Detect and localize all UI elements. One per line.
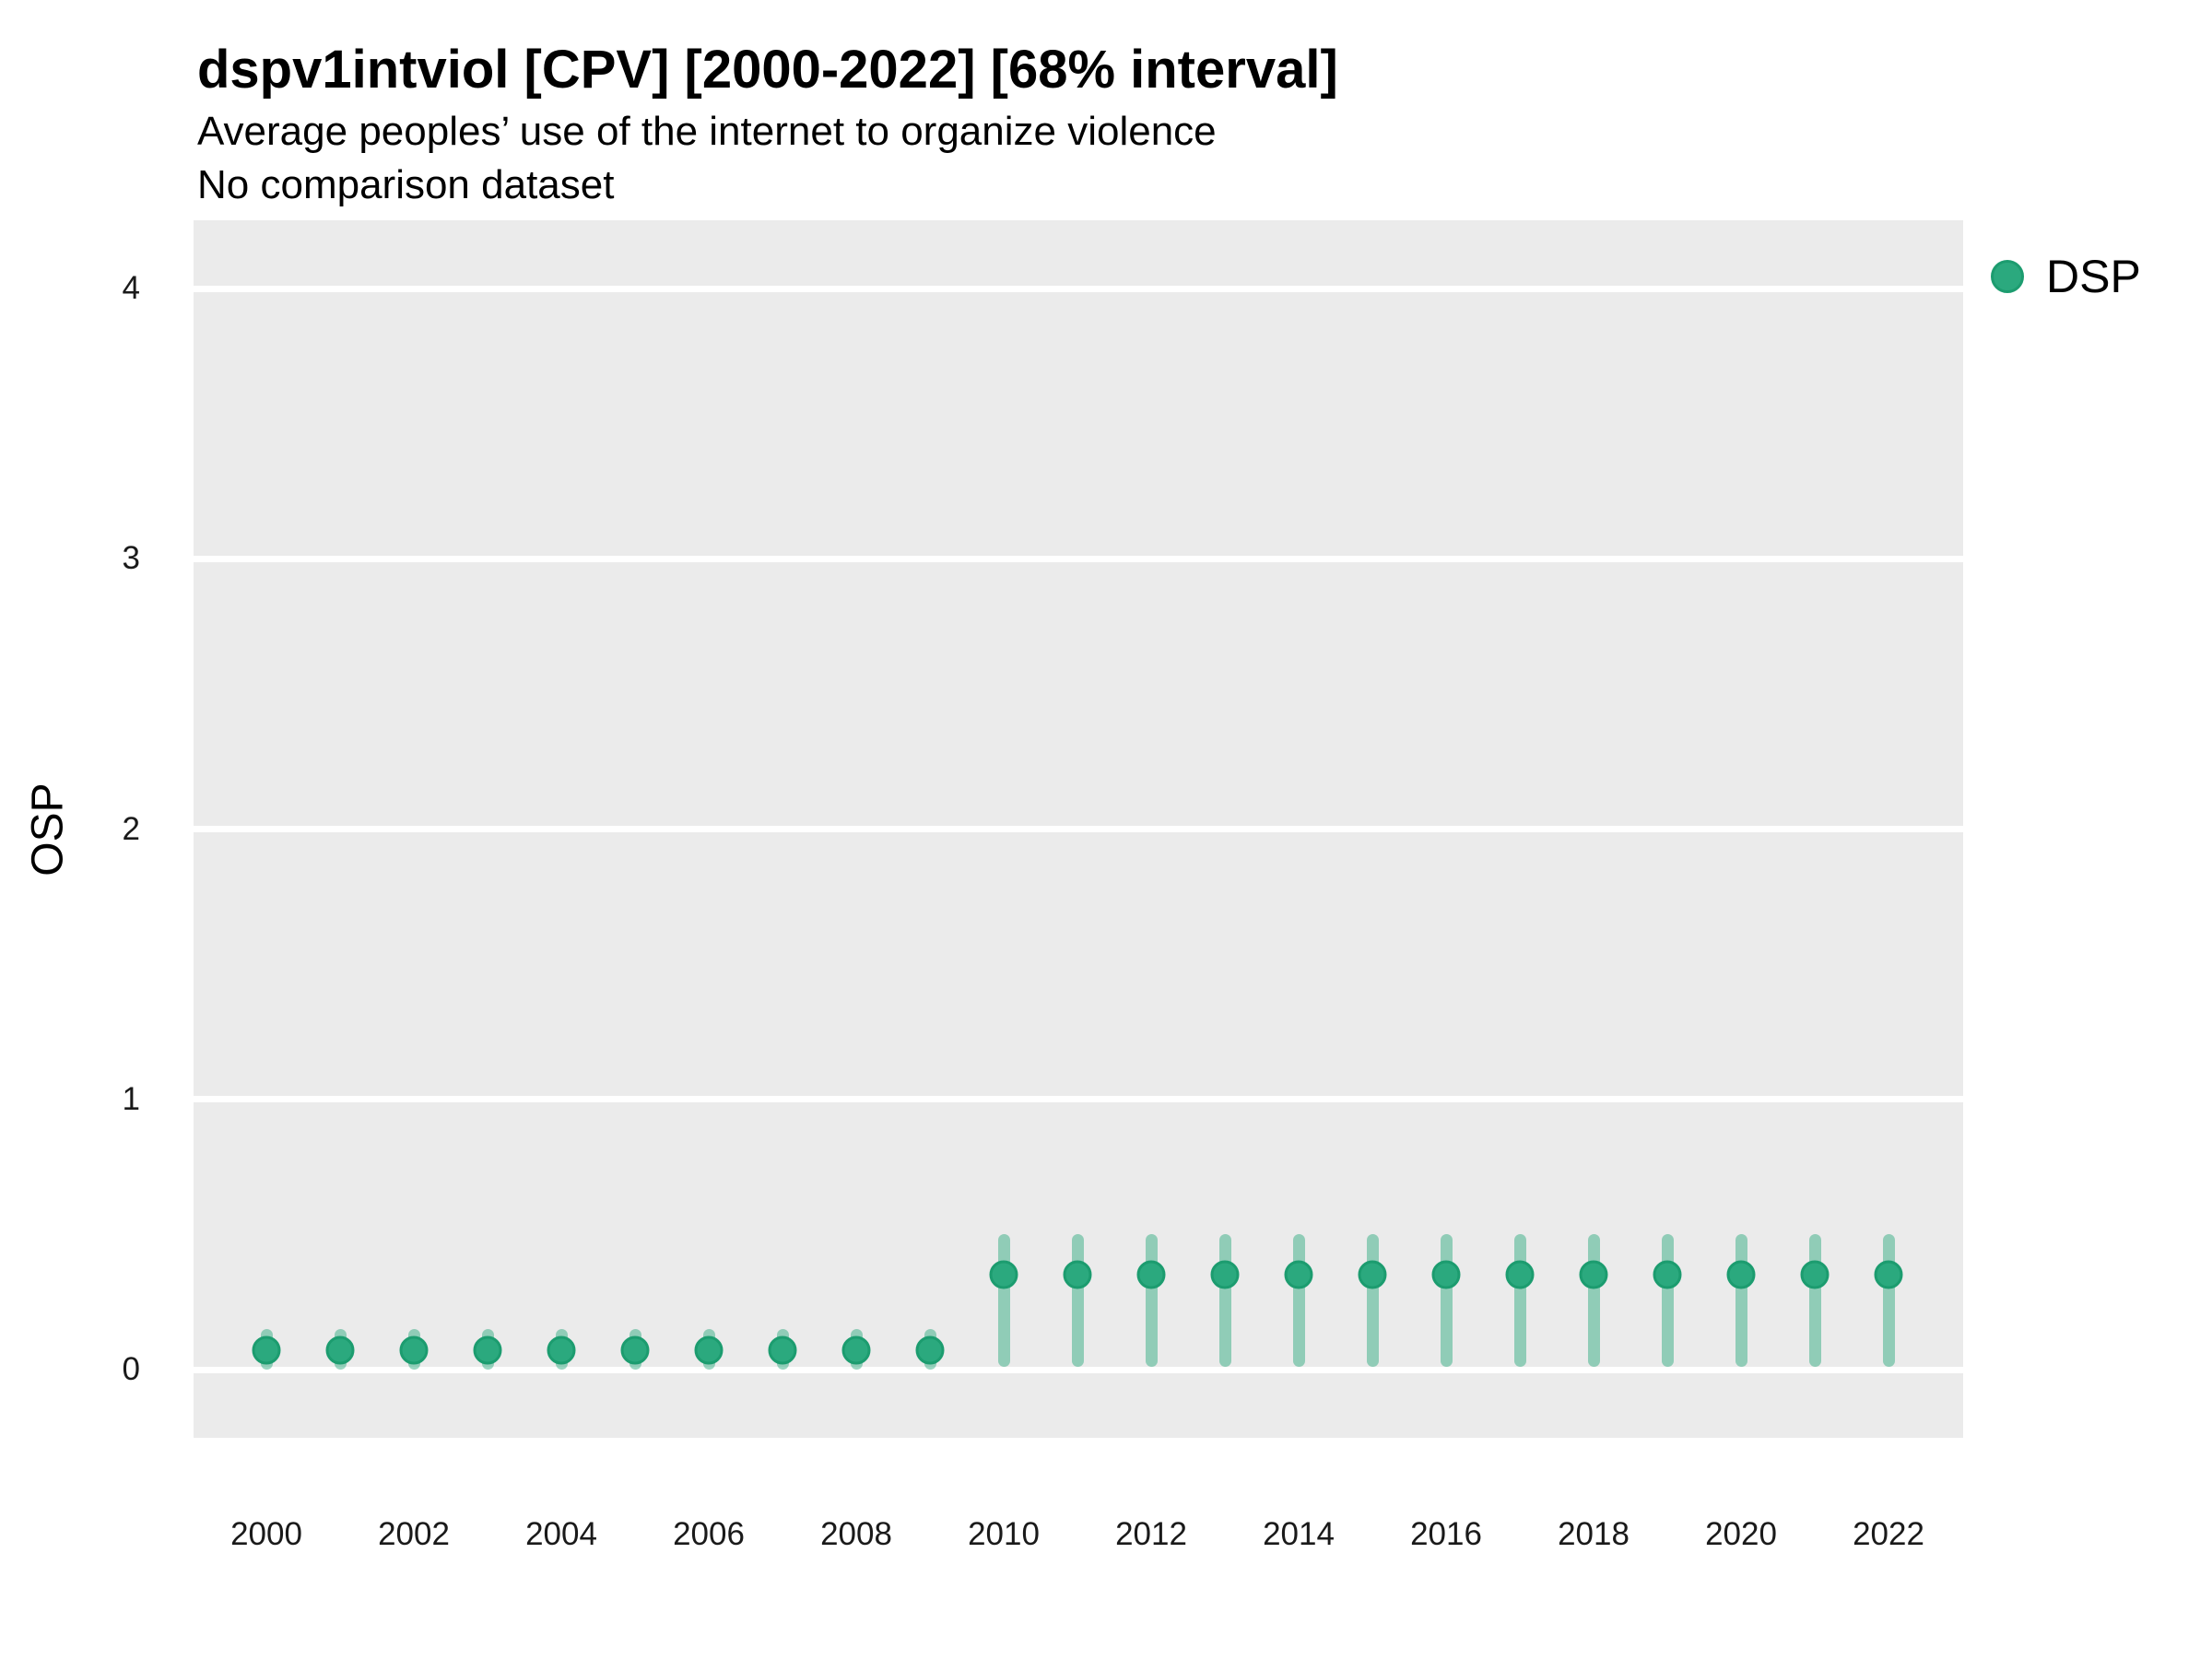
x-tick-label: 2004: [525, 1516, 597, 1552]
y-tick-label: 3: [122, 540, 140, 577]
x-tick-label: 2020: [1705, 1516, 1777, 1552]
chart-subtitle-line2: No comparison dataset: [197, 162, 615, 207]
interval-bar-2011: [1071, 1234, 1084, 1368]
data-point-2011: [1063, 1260, 1092, 1289]
x-tick-label: 2022: [1853, 1516, 1924, 1552]
interval-bar-2019: [1661, 1234, 1674, 1368]
y-tick-label: 4: [122, 270, 140, 306]
interval-bar-2021: [1808, 1234, 1821, 1368]
data-point-2017: [1505, 1260, 1535, 1289]
data-point-2001: [325, 1335, 355, 1365]
legend-point-icon: [1991, 260, 2024, 293]
x-tick-label: 2008: [820, 1516, 892, 1552]
interval-bar-2016: [1440, 1234, 1453, 1368]
data-point-2010: [989, 1260, 1018, 1289]
legend: DSP: [1991, 249, 2141, 304]
data-point-2016: [1431, 1260, 1461, 1289]
gridline-y-4: [194, 285, 1963, 292]
y-tick-label: 0: [122, 1351, 140, 1387]
x-tick-label: 2002: [378, 1516, 450, 1552]
data-point-2000: [252, 1335, 281, 1365]
data-point-2021: [1800, 1260, 1830, 1289]
data-point-2022: [1874, 1260, 1903, 1289]
x-tick-label: 2012: [1115, 1516, 1187, 1552]
x-tick-label: 2018: [1558, 1516, 1630, 1552]
interval-bar-2015: [1366, 1234, 1379, 1368]
chart-title: dspv1intviol [CPV] [2000-2022] [68% inte…: [197, 40, 1338, 100]
interval-bar-2017: [1513, 1234, 1526, 1368]
gridline-y-1: [194, 1096, 1963, 1103]
x-tick-label: 2000: [230, 1516, 302, 1552]
data-point-2013: [1210, 1260, 1240, 1289]
y-tick-label: 2: [122, 810, 140, 847]
data-point-2012: [1136, 1260, 1166, 1289]
data-point-2008: [841, 1335, 871, 1365]
data-point-2015: [1358, 1260, 1387, 1289]
y-tick-label: 1: [122, 1080, 140, 1117]
data-point-2020: [1726, 1260, 1756, 1289]
data-point-2019: [1653, 1260, 1682, 1289]
x-tick-label: 2016: [1410, 1516, 1482, 1552]
gridline-y-3: [194, 555, 1963, 562]
interval-bar-2020: [1735, 1234, 1747, 1368]
interval-bar-2013: [1218, 1234, 1231, 1368]
x-tick-label: 2010: [968, 1516, 1040, 1552]
x-tick-label: 2014: [1263, 1516, 1335, 1552]
x-tick-label: 2006: [673, 1516, 745, 1552]
interval-bar-2010: [997, 1234, 1010, 1368]
data-point-2002: [399, 1335, 429, 1365]
legend-label: DSP: [2046, 251, 2141, 302]
data-point-2005: [620, 1335, 650, 1365]
interval-bar-2022: [1882, 1234, 1895, 1368]
data-point-2004: [547, 1335, 576, 1365]
interval-bar-2012: [1145, 1234, 1158, 1368]
gridline-y-0: [194, 1366, 1963, 1373]
data-point-2018: [1579, 1260, 1608, 1289]
interval-bar-2018: [1587, 1234, 1600, 1368]
data-point-2009: [915, 1335, 945, 1365]
gridline-y-2: [194, 826, 1963, 832]
data-point-2003: [473, 1335, 502, 1365]
data-point-2007: [768, 1335, 797, 1365]
data-point-2014: [1284, 1260, 1313, 1289]
data-point-2006: [694, 1335, 724, 1365]
chart-subtitle: Average peoples’ use of the internet to …: [197, 109, 1217, 154]
interval-bar-2014: [1292, 1234, 1305, 1368]
